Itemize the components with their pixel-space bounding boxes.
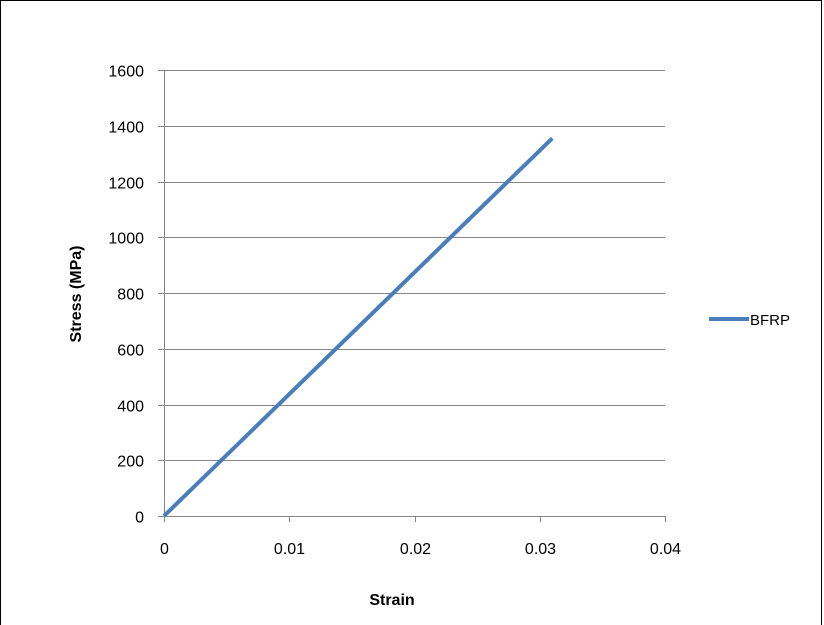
x-tick-label: 0.03 bbox=[525, 541, 556, 558]
y-tick-label: 800 bbox=[117, 287, 144, 304]
x-tick-labels: 0 0.01 0.02 0.03 0.04 bbox=[160, 541, 681, 558]
x-tick-label: 0.02 bbox=[400, 541, 431, 558]
legend-label-bfrp: BFRP bbox=[750, 312, 790, 329]
axes bbox=[158, 70, 666, 522]
x-tick-label: 0 bbox=[160, 541, 169, 558]
gridlines bbox=[164, 70, 665, 461]
y-tick-labels: 0 200 400 600 800 1000 1200 1400 1600 bbox=[108, 64, 144, 527]
y-tick-label: 0 bbox=[135, 510, 144, 527]
legend: BFRP bbox=[709, 312, 790, 329]
y-tick-label: 600 bbox=[117, 343, 144, 360]
series-group bbox=[162, 136, 554, 518]
x-axis-title: Strain bbox=[369, 592, 414, 609]
y-tick-label: 1600 bbox=[108, 64, 144, 81]
series-line-bfrp bbox=[162, 136, 554, 518]
y-tick-label: 400 bbox=[117, 399, 144, 416]
y-tick-label: 200 bbox=[117, 454, 144, 471]
y-tick-label: 1400 bbox=[108, 120, 144, 137]
x-tick-label: 0.01 bbox=[274, 541, 305, 558]
y-tick-label: 1000 bbox=[108, 231, 144, 248]
x-tick-label: 0.04 bbox=[650, 541, 681, 558]
y-tick-label: 1200 bbox=[108, 176, 144, 193]
y-axis-title: Stress (MPa) bbox=[68, 246, 85, 343]
